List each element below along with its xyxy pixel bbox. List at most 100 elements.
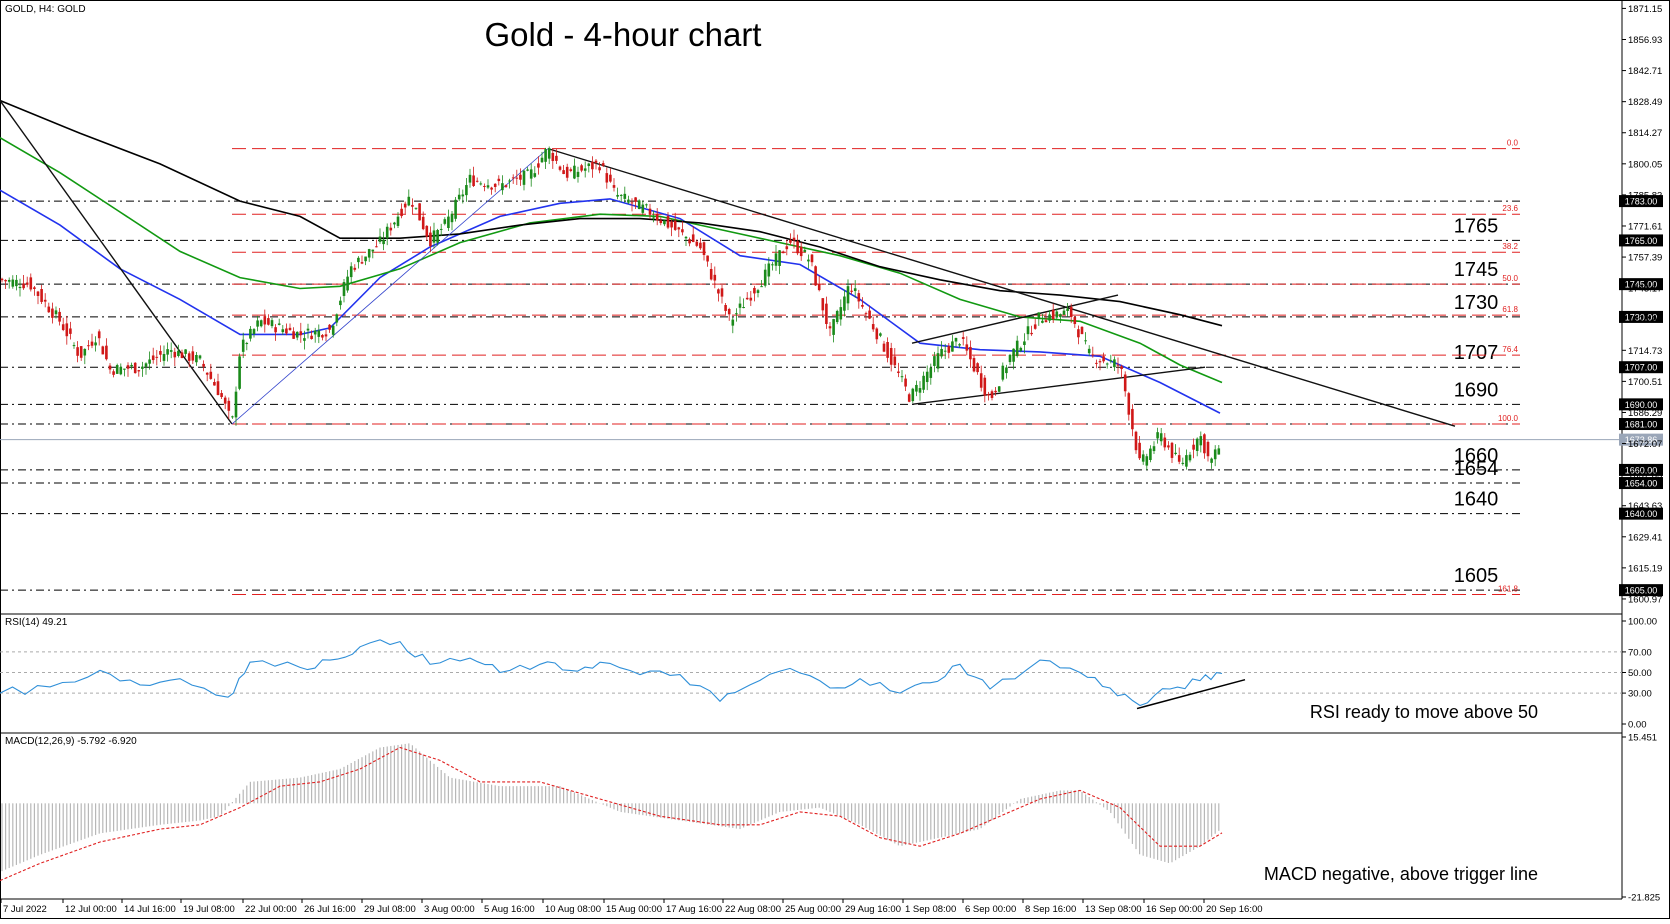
level-label: 1745 [1454, 259, 1499, 281]
level-label: 1707 [1454, 342, 1499, 364]
candle-body [1149, 448, 1152, 460]
candle-body [51, 308, 54, 318]
candle-body [547, 148, 551, 159]
candle-body [317, 330, 321, 337]
candle-body [443, 219, 447, 224]
price-tick-label: 1657.85 [1628, 470, 1662, 481]
candle-body [1170, 442, 1174, 458]
candle-body [504, 185, 508, 187]
candle-body [267, 318, 270, 325]
candle-body [940, 348, 943, 357]
candle-body [864, 313, 868, 315]
level-label: 1654 [1454, 458, 1499, 480]
candle-body [234, 391, 238, 418]
candle-body [511, 177, 515, 179]
candle-body [198, 355, 202, 359]
trendline [231, 148, 549, 425]
candle-body [843, 296, 846, 311]
candle-body [335, 314, 339, 323]
candle-body [213, 381, 216, 386]
candle-body [1203, 434, 1206, 454]
candle-body [591, 161, 594, 170]
candle-body [882, 343, 886, 352]
candle-body [724, 305, 727, 311]
chart-title: Gold - 4-hour chart [485, 16, 762, 53]
candle-body [1001, 365, 1005, 380]
candle-body [328, 324, 331, 330]
time-tick-label: 26 Jul 16:00 [304, 904, 356, 915]
candle-body [22, 283, 25, 289]
candle-body [220, 393, 223, 398]
candle-body [587, 163, 591, 167]
candle-body [997, 386, 1001, 392]
candle-body [1199, 436, 1203, 446]
candle-body [1123, 374, 1127, 392]
candle-body [706, 255, 709, 262]
candle-body [947, 346, 951, 353]
candle-body [868, 310, 871, 319]
candle-body [501, 183, 504, 191]
candle-body [79, 346, 83, 358]
fibonacci-levels: 0.0 23.6 38.2 50.0 61.8 76.4 100.0 161.8 [232, 139, 1520, 596]
rsi-tick-label: 50.00 [1628, 668, 1652, 679]
candle-body [94, 342, 97, 346]
candle-body [137, 370, 141, 372]
candle-body [353, 267, 357, 270]
candle-body [558, 166, 562, 170]
price-tick-label: 1785.83 [1628, 190, 1662, 201]
candle-body [216, 381, 220, 396]
time-tick-label: 16 Sep 00:00 [1146, 904, 1203, 915]
candle-body [1048, 314, 1051, 321]
price-tick-label: 1757.39 [1628, 253, 1662, 264]
candle-body [817, 284, 821, 291]
candle-body [720, 288, 724, 297]
candle-body [889, 348, 893, 365]
candle-body [418, 203, 421, 221]
candle-body [155, 356, 159, 358]
candle-body [421, 216, 425, 230]
candle-body [789, 239, 792, 243]
candle-body [346, 276, 349, 291]
candle-body [871, 324, 875, 330]
candle-body [922, 375, 925, 390]
candle-body [1102, 356, 1105, 362]
time-tick-label: 12 Jul 00:00 [65, 904, 117, 915]
candle-body [407, 196, 411, 206]
candle-body [529, 169, 533, 179]
candle-body [479, 183, 483, 185]
candle-body [169, 350, 173, 352]
candle-body [828, 326, 832, 329]
candle-body [717, 289, 720, 294]
candle-body [1030, 332, 1033, 335]
candle-body [324, 334, 328, 337]
symbol-label: GOLD, H4: GOLD [5, 4, 86, 15]
candle-body [594, 160, 598, 163]
candle-body [1084, 340, 1087, 342]
trendline [547, 147, 1456, 427]
current-price-label: 1673.86 [1625, 435, 1658, 445]
candle-body [1113, 359, 1116, 368]
candle-body [65, 323, 69, 337]
candle-body [526, 169, 529, 171]
rsi-support-line [1136, 678, 1246, 710]
fib-label: 76.4 [1502, 345, 1518, 354]
candle-body [141, 366, 144, 369]
candle-body [25, 282, 29, 285]
candle-body [148, 359, 151, 364]
candle-body [1188, 454, 1192, 461]
candle-body [403, 203, 407, 208]
candle-body [573, 165, 576, 179]
candle-body [666, 216, 670, 228]
time-tick-label: 17 Aug 16:00 [666, 904, 722, 915]
candle-body [727, 308, 731, 315]
candle-body [663, 220, 666, 225]
level-price-box-label: 1640.00 [1625, 509, 1658, 519]
candle-body [835, 310, 839, 323]
rsi-tick-label: 100.00 [1628, 617, 1657, 628]
candle-body [540, 157, 544, 163]
candle-body [69, 328, 72, 334]
candle-body [601, 163, 605, 166]
candle-body [555, 155, 558, 161]
candle-body [576, 171, 580, 177]
level-price-box-label: 1605.00 [1625, 586, 1658, 596]
